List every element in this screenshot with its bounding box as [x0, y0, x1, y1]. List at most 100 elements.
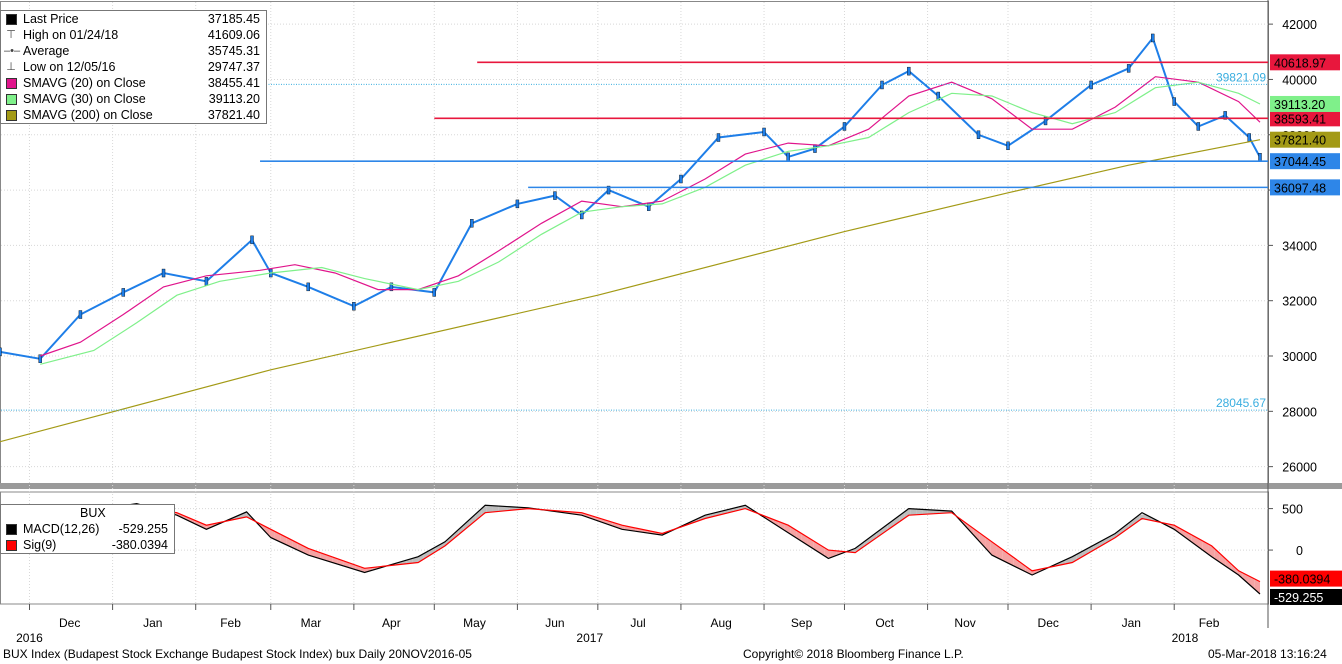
- value-tag-label: 37821.40: [1274, 134, 1326, 148]
- y-tick-label: 32000: [1282, 295, 1317, 309]
- macd-histogram-fill: [595, 517, 602, 523]
- macd-histogram-fill: [916, 509, 923, 515]
- value-tag: [1270, 131, 1340, 148]
- price-series-line: [0, 35, 1261, 360]
- macd-histogram-fill: [887, 519, 894, 530]
- macd-histogram-fill: [922, 509, 928, 515]
- macd-histogram-fill: [870, 532, 877, 542]
- price-candle: [580, 210, 584, 220]
- level-tag: [1270, 54, 1340, 71]
- macd-value-tag: [1270, 570, 1342, 587]
- macd-histogram-fill: [1237, 569, 1243, 579]
- macd-value-tag-label: -380.0394: [1274, 573, 1330, 587]
- price-candle: [553, 191, 557, 200]
- moving-average-line: [40, 76, 1261, 357]
- macd-histogram-fill: [990, 540, 997, 558]
- legend-value: 38455.41: [207, 76, 260, 90]
- y-tick-label: 28000: [1282, 405, 1317, 419]
- x-tick-label: Sep: [791, 616, 813, 630]
- level-tag-label: 38593.41: [1274, 112, 1326, 126]
- price-candle: [38, 354, 42, 363]
- macd-histogram-fill: [429, 547, 436, 556]
- legend-value: 29747.37: [207, 60, 260, 74]
- legend-swatch: [6, 78, 17, 89]
- x-tick-label: Jan: [1122, 616, 1141, 630]
- legend-row: SMAVG (30) on Close 39113.20: [1, 91, 266, 107]
- legend-value: -380.0394: [111, 538, 168, 552]
- macd-histogram-fill: [893, 515, 900, 526]
- price-candle: [306, 282, 310, 292]
- level-tag: [1270, 110, 1340, 127]
- price-candle: [0, 347, 2, 357]
- macd-histogram-fill: [836, 550, 842, 556]
- footer-copyright: Copyright© 2018 Bloomberg Finance L.P.: [743, 647, 964, 661]
- macd-histogram-fill: [876, 528, 882, 538]
- macd-histogram-fill: [1122, 523, 1129, 533]
- price-candle: [880, 80, 884, 90]
- level-tag-label: 36097.48: [1274, 181, 1326, 195]
- macd-histogram-fill: [1231, 564, 1238, 574]
- price-candle: [762, 127, 766, 137]
- level-label: 39821.09: [1216, 70, 1266, 84]
- x-tick-label: Feb: [1199, 616, 1220, 630]
- price-candle: [204, 277, 209, 286]
- macd-histogram-fill: [933, 510, 940, 514]
- price-candle: [78, 310, 83, 319]
- macd-histogram-fill: [469, 514, 476, 526]
- legend-row: SMAVG (200) on Close 37821.40: [1, 107, 266, 123]
- macd-histogram-fill: [859, 541, 865, 550]
- legend-row: Last Price 37185.45: [1, 11, 266, 27]
- price-candle: [161, 268, 166, 278]
- price-candle: [907, 66, 911, 76]
- macd-histogram-fill: [1225, 558, 1232, 571]
- macd-histogram-fill: [1197, 537, 1203, 551]
- macd-histogram-fill: [423, 550, 430, 560]
- y-tick-label: 34000: [1282, 239, 1317, 253]
- moving-average-line: [40, 81, 1261, 365]
- macd-histogram-fill: [1174, 525, 1180, 534]
- macd-value-tag: [1270, 588, 1342, 605]
- y-tick-label: 40000: [1282, 73, 1317, 87]
- x-tick-label: Jul: [630, 616, 645, 630]
- macd-histogram-fill: [985, 536, 991, 554]
- macd-histogram-fill: [1116, 527, 1123, 537]
- y-tick-label: 26000: [1282, 461, 1317, 475]
- price-candle: [1258, 153, 1262, 162]
- macd-histogram-fill: [366, 567, 373, 572]
- x-tick-label: Aug: [710, 616, 731, 630]
- macd-histogram-fill: [864, 537, 871, 546]
- price-candle: [515, 199, 520, 209]
- legend-label: Last Price: [23, 12, 79, 26]
- macd-histogram-fill: [435, 544, 441, 552]
- legend-swatch: [6, 540, 17, 551]
- macd-histogram-fill: [475, 509, 482, 521]
- price-candle: [606, 185, 611, 195]
- x-tick-label: Nov: [954, 616, 975, 630]
- x-year-label: 2016: [16, 631, 43, 645]
- legend-label: SMAVG (20) on Close: [23, 76, 146, 90]
- macd-histogram-fill: [784, 523, 791, 535]
- macd-legend-row: Sig(9) -380.0394: [1, 537, 174, 553]
- x-tick-label: Apr: [382, 616, 401, 630]
- legend-value: 35745.31: [207, 44, 260, 58]
- legend-marker-icon: –•–: [4, 45, 21, 57]
- macd-histogram-fill: [899, 511, 905, 522]
- macd-value-tag-label: -529.255: [1274, 591, 1323, 605]
- legend-swatch: [6, 110, 17, 121]
- price-candle: [1126, 64, 1131, 73]
- legend-row: –•– Average 35745.31: [1, 43, 266, 59]
- macd-histogram-fill: [927, 509, 934, 515]
- macd-histogram-fill: [486, 505, 493, 513]
- legend-row: ⊥ Low on 12/05/16 29747.37: [1, 59, 266, 75]
- macd-histogram-fill: [446, 535, 453, 545]
- macd-histogram-fill: [498, 506, 504, 512]
- macd-histogram-fill: [589, 515, 596, 521]
- macd-histogram-fill: [1013, 557, 1020, 569]
- price-candle: [1006, 141, 1010, 151]
- footer-timestamp: 05-Mar-2018 13:16:24: [1208, 647, 1327, 661]
- macd-histogram-fill: [492, 505, 499, 513]
- price-candle: [121, 288, 126, 297]
- macd-histogram-fill: [1099, 538, 1106, 547]
- legend-row: ⊤ High on 01/24/18 41609.06: [1, 27, 266, 43]
- price-candle: [842, 122, 847, 131]
